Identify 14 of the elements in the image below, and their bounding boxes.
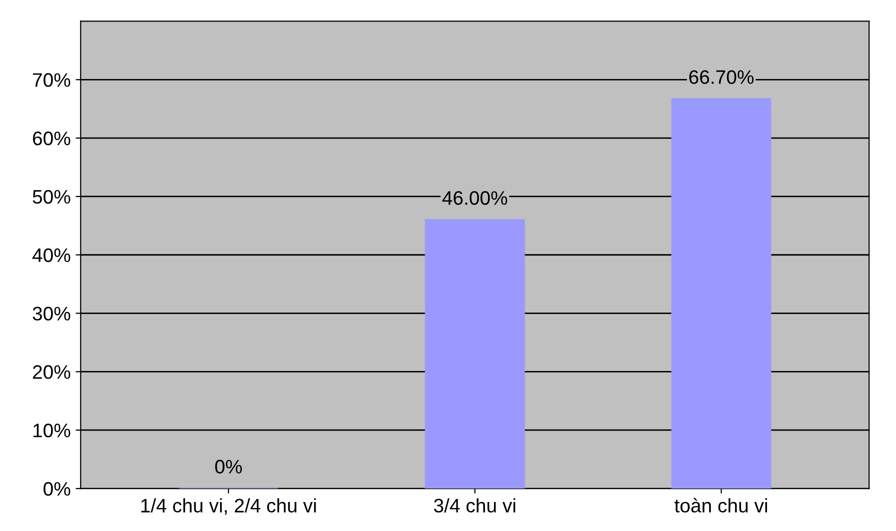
data-label: 46.00% bbox=[442, 191, 508, 205]
data-label: 66.70% bbox=[689, 70, 754, 84]
y-tick-label: 10% bbox=[33, 424, 70, 438]
y-tick-label: 0% bbox=[44, 482, 70, 496]
y-tick-label: 70% bbox=[33, 73, 70, 87]
y-tick-label: 60% bbox=[32, 132, 70, 146]
y-tick-label: 30% bbox=[32, 306, 70, 321]
x-tick-label: 1/4 chu vi, 2/4 chu vi bbox=[141, 498, 316, 515]
y-tick-label: 40% bbox=[32, 248, 70, 262]
x-tick-label: toàn chu vi bbox=[674, 498, 767, 513]
y-tick-label: 20% bbox=[32, 365, 70, 379]
y-tick-label: 50% bbox=[32, 190, 70, 204]
data-label: 0% bbox=[215, 460, 242, 474]
x-tick-label: 3/4 chu vi bbox=[434, 498, 516, 513]
